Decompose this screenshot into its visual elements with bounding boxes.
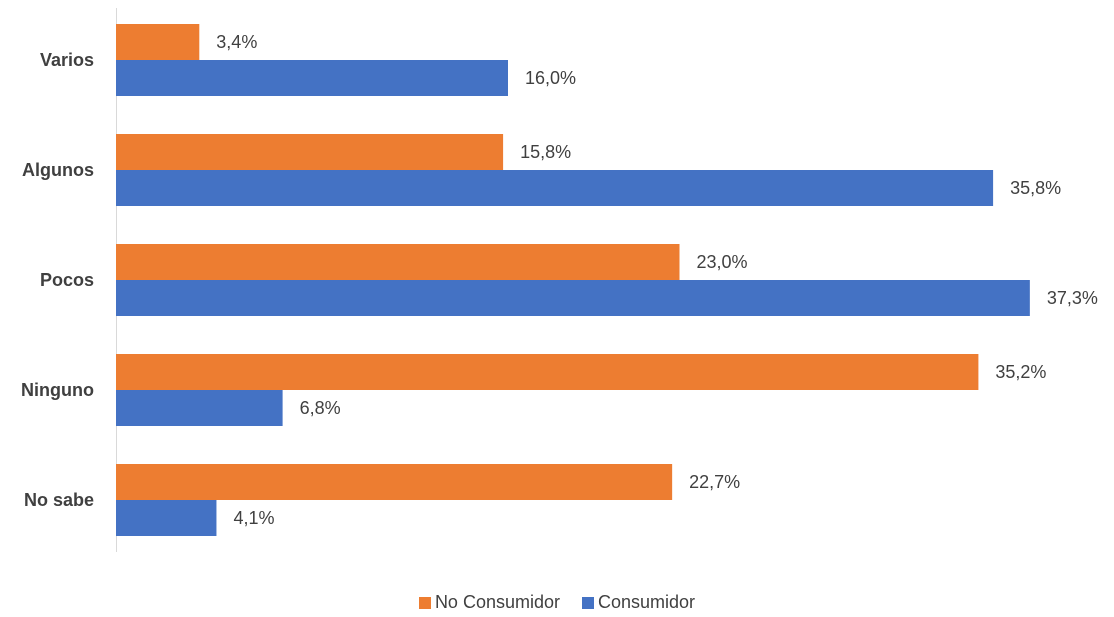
value-label-consumidor-algunos: 35,8% bbox=[1010, 178, 1061, 198]
bar-chart: Varios Algunos Pocos Ninguno No sabe 3,4% 16,… bbox=[21, 8, 1098, 552]
bar-no-consumidor-algunos bbox=[116, 134, 504, 170]
value-label-consumidor-pocos: 37,3% bbox=[1047, 288, 1098, 308]
category-label-varios: Varios bbox=[40, 50, 94, 70]
bar-no-consumidor-pocos bbox=[116, 244, 680, 280]
bar-no-consumidor-ninguno bbox=[116, 354, 979, 390]
bar-consumidor-varios bbox=[116, 60, 508, 96]
bar-consumidor-pocos bbox=[116, 280, 1030, 316]
value-label-no-consumidor-varios: 3,4% bbox=[216, 32, 257, 52]
value-label-consumidor-varios: 16,0% bbox=[525, 68, 576, 88]
legend-label-no-consumidor: No Consumidor bbox=[434, 592, 560, 612]
bar-consumidor-ninguno bbox=[116, 390, 283, 426]
value-label-no-consumidor-ninguno: 35,2% bbox=[995, 362, 1046, 382]
value-label-no-consumidor-no-sabe: 22,7% bbox=[689, 472, 740, 492]
legend-swatch-consumidor bbox=[582, 596, 594, 609]
bar-no-consumidor-varios bbox=[116, 24, 200, 60]
value-labels: 3,4% 16,0% 15,8% 35,8% 23,0% 37,3% 35,2% 6,8% 22… bbox=[216, 32, 1098, 528]
legend-swatch-no-consumidor bbox=[418, 596, 431, 609]
legend-item-consumidor: Consumidor bbox=[582, 592, 695, 613]
legend-item-no-consumidor: No Consumidor bbox=[418, 592, 560, 613]
category-label-pocos: Pocos bbox=[40, 270, 94, 290]
value-label-consumidor-ninguno: 6,8% bbox=[300, 398, 341, 418]
category-label-ninguno: Ninguno bbox=[21, 380, 94, 400]
legend-label-consumidor: Consumidor bbox=[598, 592, 696, 612]
value-label-no-consumidor-algunos: 15,8% bbox=[520, 142, 571, 162]
value-label-no-consumidor-pocos: 23,0% bbox=[697, 252, 748, 272]
category-labels: Varios Algunos Pocos Ninguno No sabe bbox=[21, 50, 94, 510]
category-label-no-sabe: No sabe bbox=[24, 490, 94, 510]
bar-consumidor-no-sabe bbox=[116, 500, 217, 536]
value-label-consumidor-no-sabe: 4,1% bbox=[233, 508, 274, 528]
bars bbox=[116, 24, 1030, 536]
bar-no-consumidor-no-sabe bbox=[116, 464, 673, 500]
category-label-algunos: Algunos bbox=[22, 160, 94, 180]
bar-consumidor-algunos bbox=[116, 170, 994, 206]
legend: No Consumidor Consumidor bbox=[0, 592, 1114, 613]
